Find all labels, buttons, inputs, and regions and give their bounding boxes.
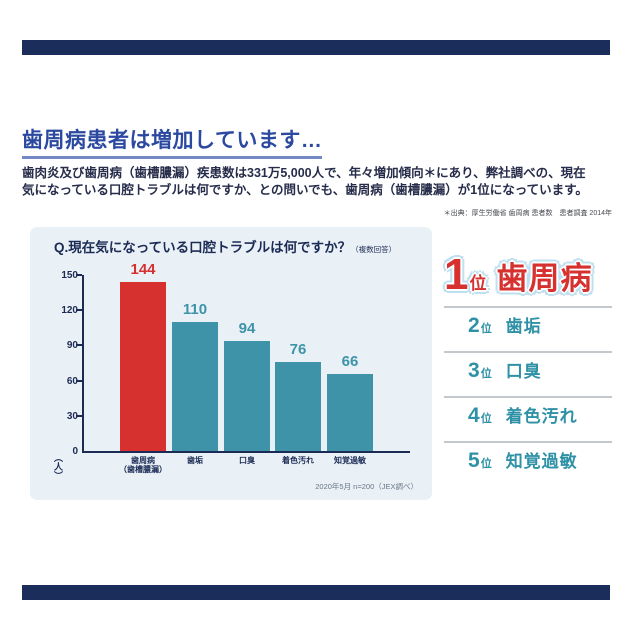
bar-value-label: 144 [130, 261, 156, 278]
x-axis-category-label: 歯垢 [187, 456, 203, 465]
rank-4-label: 着色汚れ [505, 407, 578, 426]
chart-bar [224, 341, 270, 451]
chart-panel: Q.現在気になっている口腔トラブルは何ですか？（複数回答） （人） 0 30 60 9… [30, 227, 432, 500]
ranking-separator [444, 441, 612, 443]
intro-line-1: 歯肉炎及び歯周病（歯槽膿漏）疾患数は331万5,000人で、年々増加傾向＊にあり… [22, 166, 586, 180]
x-axis-category-label: 着色汚れ [282, 456, 314, 465]
ranking-row-2: 2 位 歯垢 [444, 308, 612, 345]
y-axis-tick-label: 60 [66, 375, 78, 387]
y-axis-tick-mark [76, 414, 82, 417]
rank-3-number: 3 [468, 359, 480, 382]
survey-note: 2020年5月 n=200（JEX調べ） [315, 482, 418, 491]
chart-bar [120, 282, 166, 451]
bar-value-label: 94 [238, 320, 256, 337]
top-decorative-bar [22, 40, 610, 55]
rank-5-label: 知覚過敏 [505, 452, 578, 471]
ranking-separator [444, 396, 612, 398]
bottom-decorative-bar [22, 585, 610, 600]
ranking-first-place: 1 位 歯周病 [444, 250, 612, 300]
page-title: 歯周病患者は増加しています… [22, 129, 323, 152]
plot-area: （人） 0 30 60 90 120 150 144 歯周病 （歯槽膿漏） 110 歯垢 94 口臭 76… [53, 261, 410, 480]
y-axis-tick-mark [76, 344, 82, 347]
rank-5-number: 5 [468, 449, 480, 472]
chart-bar [327, 374, 373, 451]
x-axis-category-label: 歯周病 （歯槽膿漏） [119, 456, 167, 474]
rank-1-number: 1 [444, 250, 469, 299]
chart-question-title: Q.現在気になっている口腔トラブルは何ですか？（複数回答） [54, 236, 396, 256]
y-axis-tick-label: 90 [66, 340, 78, 352]
bar-value-label: 76 [289, 341, 307, 358]
rank-3-label: 口臭 [505, 362, 542, 381]
ranking-separator [444, 306, 612, 308]
intro-line-2: 気になっている口腔トラブルは何ですか、との問いでも、歯周病（歯槽膿漏）が1位にな… [22, 183, 588, 197]
rank-2-suffix: 位 [480, 323, 492, 335]
title-underline [22, 156, 322, 159]
bar-value-label: 110 [182, 301, 208, 318]
y-axis-tick-label: 30 [66, 410, 78, 422]
y-axis-unit-label: （人） [53, 453, 63, 480]
ranking-row-4: 4 位 着色汚れ [444, 398, 612, 435]
rank-4-suffix: 位 [480, 413, 492, 425]
ranking-separator [444, 351, 612, 353]
y-axis-tick-mark [76, 379, 82, 382]
x-axis-category-label: 口臭 [239, 456, 255, 465]
rank-2-number: 2 [468, 314, 480, 337]
y-axis-tick-mark [76, 309, 82, 312]
rank-5-suffix: 位 [480, 458, 492, 470]
chart-question-suffix: （複数回答） [351, 245, 397, 254]
chart-question-text: Q.現在気になっている口腔トラブルは何ですか？ [54, 240, 352, 255]
rank-1-label: 歯周病 [496, 261, 593, 296]
ranking-row-5: 5 位 知覚過敏 [444, 443, 612, 480]
rank-3-suffix: 位 [480, 368, 492, 380]
y-axis-tick-label: 120 [61, 305, 78, 317]
bar-value-label: 66 [341, 353, 359, 370]
chart-bar [172, 322, 218, 451]
y-axis-tick-mark [76, 274, 82, 276]
y-axis-tick-label: 0 [72, 446, 78, 457]
x-axis-category-label: 知覚過敏 [334, 456, 366, 465]
chart-bar [275, 362, 321, 451]
intro-paragraph: 歯肉炎及び歯周病（歯槽膿漏）疾患数は331万5,000人で、年々増加傾向＊にあり… [22, 165, 612, 199]
rank-2-label: 歯垢 [505, 317, 542, 336]
ranking-row-3: 3 位 口臭 [444, 353, 612, 390]
rank-4-number: 4 [468, 404, 480, 427]
source-note: ＊出典：厚生労働省 歯周病 患者数 患者調査 2014年 [443, 210, 612, 217]
y-axis-tick-label: 150 [61, 270, 78, 281]
rank-1-suffix: 位 [469, 274, 487, 293]
ranking-panel: 1 位 歯周病 2 位 歯垢 3 位 口臭 4 位 着色汚れ 5 位 知覚過敏 [444, 250, 612, 480]
